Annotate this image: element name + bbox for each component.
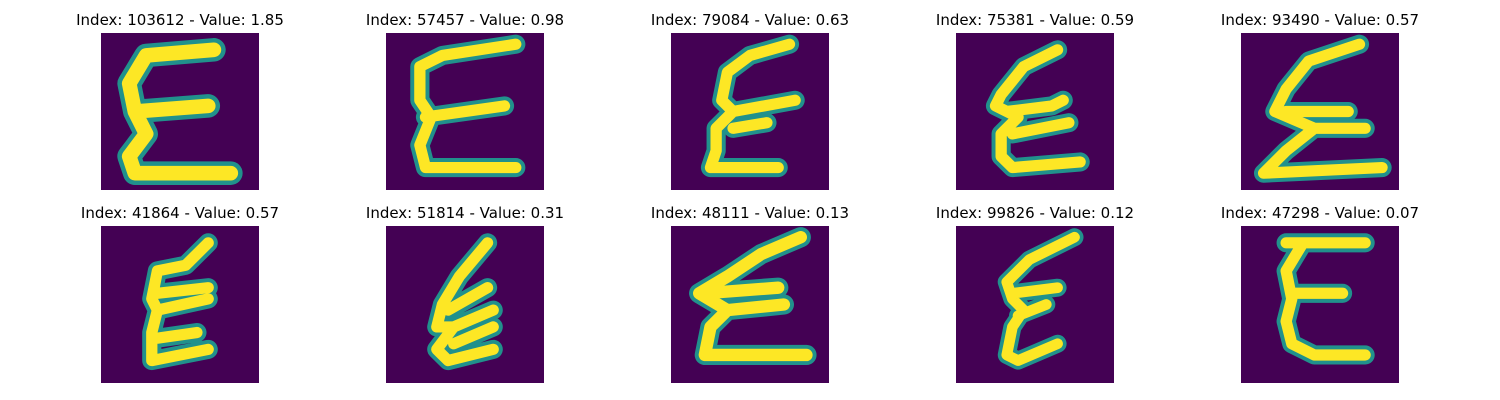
panel-title: Index: 41864 - Value: 0.57 [80, 204, 280, 222]
panel-title: Index: 103612 - Value: 1.85 [76, 11, 284, 29]
panel-title: Index: 99826 - Value: 0.12 [935, 204, 1135, 222]
panel-6: Index: 41864 - Value: 0.57 [50, 203, 310, 393]
letter-e-image [956, 226, 1114, 383]
panel-2: Index: 57457 - Value: 0.98 [335, 10, 595, 200]
panel-3: Index: 79084 - Value: 0.63 [620, 10, 880, 200]
panel-title: Index: 48111 - Value: 0.13 [650, 204, 850, 222]
panel-7: Index: 51814 - Value: 0.31 [335, 203, 595, 393]
letter-e-image [671, 226, 829, 383]
letter-e-image [101, 226, 259, 383]
letter-e-image [956, 33, 1114, 190]
panel-8: Index: 48111 - Value: 0.13 [620, 203, 880, 393]
panel-title: Index: 57457 - Value: 0.98 [365, 11, 565, 29]
panel-title: Index: 51814 - Value: 0.31 [365, 204, 565, 222]
panel-title: Index: 47298 - Value: 0.07 [1220, 204, 1420, 222]
panel-4: Index: 75381 - Value: 0.59 [905, 10, 1165, 200]
panel-10: Index: 47298 - Value: 0.07 [1190, 203, 1450, 393]
letter-e-image [671, 33, 829, 190]
letter-e-image [1241, 226, 1399, 383]
panel-title: Index: 75381 - Value: 0.59 [935, 11, 1135, 29]
letter-e-image [386, 33, 544, 190]
panel-5: Index: 93490 - Value: 0.57 [1190, 10, 1450, 200]
panel-title: Index: 93490 - Value: 0.57 [1220, 11, 1420, 29]
letter-e-image [101, 33, 259, 190]
panel-9: Index: 99826 - Value: 0.12 [905, 203, 1165, 393]
letter-e-image [1241, 33, 1399, 190]
panel-1: Index: 103612 - Value: 1.85 [50, 10, 310, 200]
letter-e-image [386, 226, 544, 383]
panel-title: Index: 79084 - Value: 0.63 [650, 11, 850, 29]
